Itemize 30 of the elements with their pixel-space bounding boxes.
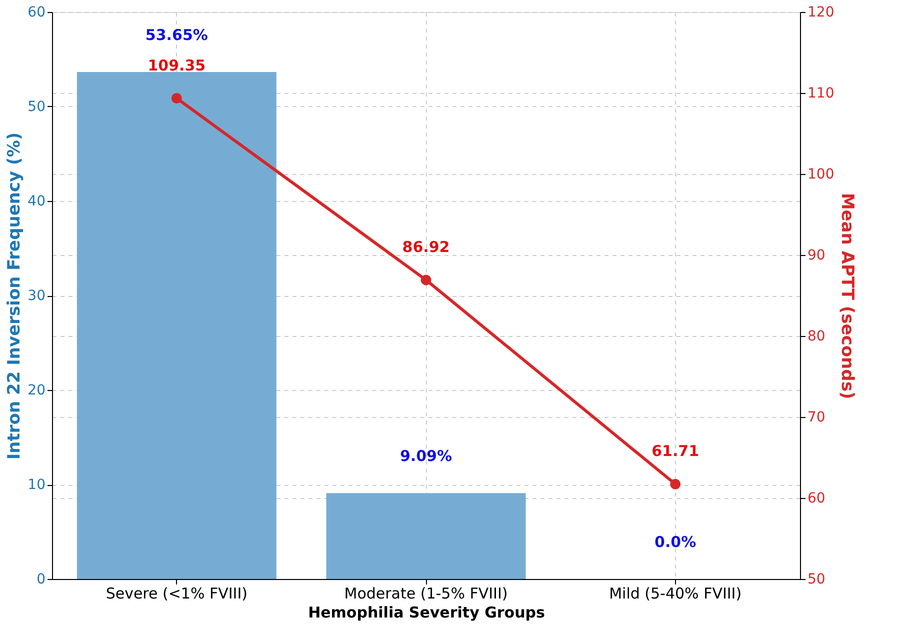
- y-axis-title: Intron 22 Inversion Frequency (%): [4, 132, 25, 460]
- x-tick-label: Mild (5-40% FVIII): [609, 584, 742, 602]
- data-label: 9.09%: [400, 447, 452, 466]
- y-tick-label: 30: [28, 288, 46, 304]
- y2-tick-label: 90: [808, 248, 826, 264]
- y-tick-label: 50: [28, 99, 46, 115]
- y-tick-label: 10: [28, 477, 46, 493]
- data-label: 0.0%: [654, 533, 696, 551]
- y2-tick-label: 50: [808, 572, 826, 588]
- point: [420, 274, 432, 286]
- data-label: 53.65%: [145, 26, 208, 44]
- y2-tick-label: 100: [808, 166, 834, 182]
- y-tick-label: 60: [28, 4, 46, 20]
- x-axis-title: Hemophilia Severity Groups: [308, 604, 545, 622]
- y-tick-label: 0: [36, 572, 46, 588]
- y2-tick-label: 80: [808, 328, 826, 344]
- data-label: 86.92: [402, 238, 450, 256]
- data-label: 109.35: [148, 56, 206, 74]
- y2-axis-title: Mean APTT (seconds): [837, 192, 858, 400]
- y2-tick-label: 60: [808, 490, 826, 506]
- point: [670, 478, 681, 490]
- y-tick-label: 40: [28, 194, 46, 210]
- x-tick-label: Moderate (1-5% FVIII): [344, 584, 508, 602]
- y-tick-label: 20: [28, 382, 46, 398]
- x-tick-label: Severe (<1% FVIII): [106, 584, 248, 602]
- data-label: 61.71: [652, 442, 700, 460]
- point: [171, 93, 182, 104]
- y2-tick-label: 70: [808, 410, 826, 426]
- y2-tick-label: 110: [808, 86, 834, 102]
- y2-tick-label: 120: [808, 4, 834, 20]
